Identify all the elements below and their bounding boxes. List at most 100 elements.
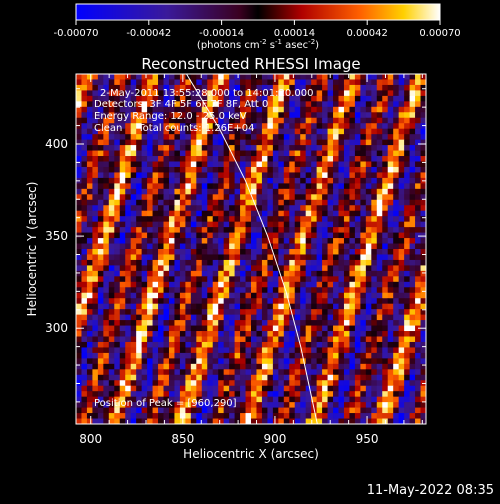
heatmap-pixel — [278, 418, 285, 424]
heatmap-pixel — [333, 413, 339, 419]
heatmap-pixel — [415, 265, 421, 272]
heatmap-pixel — [174, 90, 181, 97]
heatmap-pixel — [294, 221, 301, 228]
heatmap-pixel — [283, 418, 290, 424]
heatmap-pixel — [152, 106, 159, 113]
heatmap-pixel — [305, 281, 312, 288]
heatmap-pixel — [97, 79, 104, 86]
heatmap-pixel — [272, 413, 279, 419]
heatmap-pixel — [223, 363, 230, 370]
heatmap-pixel — [201, 391, 208, 398]
heatmap-pixel — [420, 347, 426, 354]
heatmap-pixel — [174, 254, 181, 261]
heatmap-pixel — [147, 150, 153, 157]
heatmap-pixel — [404, 259, 410, 266]
heatmap-pixel — [179, 331, 186, 337]
heatmap-pixel — [240, 74, 246, 80]
heatmap-pixel — [300, 90, 307, 97]
heatmap-pixel — [168, 205, 175, 212]
heatmap-pixel — [163, 221, 170, 228]
heatmap-pixel — [130, 199, 137, 206]
heatmap-pixel — [415, 90, 421, 97]
heatmap-pixel — [179, 254, 186, 261]
heatmap-pixel — [272, 402, 279, 408]
heatmap-pixel — [305, 106, 312, 113]
heatmap-pixel — [152, 391, 159, 398]
heatmap-pixel — [371, 413, 378, 419]
heatmap-pixel — [141, 374, 148, 381]
colorbar-tick-label: -0.00014 — [199, 28, 244, 39]
heatmap-pixel — [218, 276, 225, 283]
heatmap-pixel — [261, 396, 268, 403]
heatmap-pixel — [103, 325, 110, 332]
heatmap-pixel — [125, 183, 132, 190]
heatmap-pixel — [278, 123, 285, 130]
heatmap-pixel — [125, 331, 132, 337]
heatmap-pixel — [305, 172, 312, 179]
heatmap-pixel — [382, 341, 389, 348]
heatmap-pixel — [212, 150, 219, 157]
heatmap-pixel — [136, 265, 143, 272]
heatmap-pixel — [311, 413, 318, 419]
heatmap-pixel — [152, 325, 159, 332]
heatmap-pixel — [179, 358, 186, 365]
heatmap-pixel — [207, 325, 214, 332]
heatmap-pixel — [300, 74, 307, 80]
heatmap-pixel — [81, 325, 88, 332]
heatmap-pixel — [393, 134, 400, 141]
heatmap-pixel — [343, 161, 350, 168]
heatmap-pixel — [158, 161, 164, 168]
heatmap-pixel — [393, 309, 400, 316]
heatmap-pixel — [404, 254, 410, 261]
heatmap-pixel — [365, 336, 372, 343]
heatmap-pixel — [404, 298, 410, 305]
heatmap-pixel — [360, 117, 367, 124]
heatmap-pixel — [97, 205, 104, 212]
heatmap-pixel — [365, 177, 372, 184]
heatmap-pixel — [360, 134, 367, 141]
heatmap-pixel — [376, 79, 383, 86]
heatmap-pixel — [185, 166, 192, 173]
heatmap-pixel — [174, 227, 181, 233]
heatmap-pixel — [245, 199, 252, 206]
heatmap-pixel — [229, 254, 235, 261]
heatmap-pixel — [81, 369, 88, 376]
heatmap-pixel — [409, 309, 416, 316]
heatmap-pixel — [398, 249, 405, 255]
heatmap-pixel — [158, 407, 164, 414]
heatmap-pixel — [125, 287, 132, 294]
heatmap-pixel — [196, 391, 203, 398]
heatmap-pixel — [415, 331, 421, 337]
heatmap-pixel — [360, 128, 367, 135]
heatmap-pixel — [130, 347, 137, 354]
heatmap-pixel — [283, 369, 290, 376]
heatmap-pixel — [81, 79, 88, 86]
heatmap-pixel — [240, 385, 246, 392]
heatmap-pixel — [387, 265, 394, 272]
heatmap-pixel — [409, 84, 416, 91]
heatmap-pixel — [261, 210, 268, 217]
heatmap-pixel — [114, 156, 121, 162]
heatmap-pixel — [267, 292, 274, 299]
heatmap-pixel — [201, 358, 208, 365]
heatmap-pixel — [398, 210, 405, 217]
heatmap-pixel — [415, 309, 421, 316]
heatmap-pixel — [349, 281, 356, 288]
heatmap-pixel — [300, 221, 307, 228]
heatmap-pixel — [234, 74, 241, 80]
heatmap-pixel — [196, 128, 203, 135]
heatmap-pixel — [415, 320, 421, 326]
heatmap-pixel — [333, 325, 339, 332]
heatmap-pixel — [108, 369, 115, 376]
colorbar-tick-label: 0.00070 — [419, 28, 460, 39]
heatmap-pixel — [86, 418, 93, 424]
heatmap-pixel — [158, 150, 164, 157]
heatmap-pixel — [229, 347, 235, 354]
heatmap-pixel — [343, 106, 350, 113]
heatmap-pixel — [365, 232, 372, 239]
heatmap-pixel — [382, 303, 389, 310]
heatmap-pixel — [158, 314, 164, 321]
heatmap-pixel — [338, 249, 345, 255]
heatmap-pixel — [349, 391, 356, 398]
heatmap-pixel — [343, 407, 350, 414]
